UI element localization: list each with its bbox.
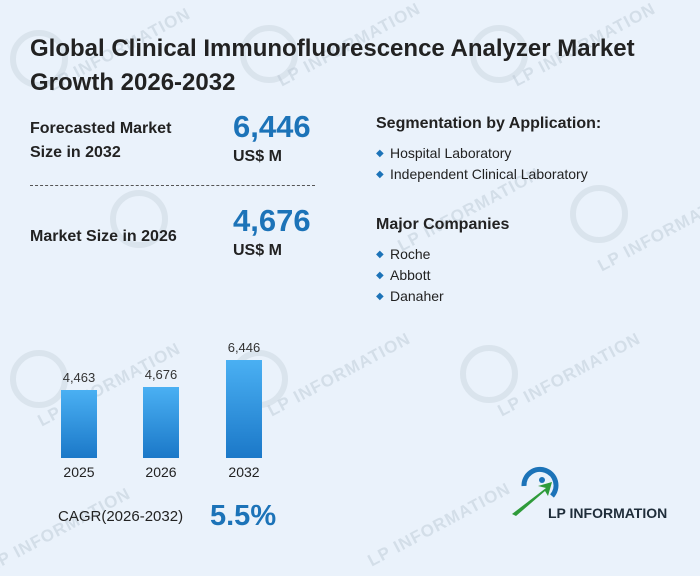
list-item: ◆ Abbott bbox=[376, 265, 444, 286]
segmentation-item: Hospital Laboratory bbox=[390, 145, 512, 161]
current-value: 4,676 bbox=[233, 203, 311, 238]
lp-logo-icon bbox=[512, 466, 559, 516]
current-label: Market Size in 2026 bbox=[30, 228, 177, 245]
watermark-logo bbox=[570, 185, 628, 243]
list-item: ◆ Roche bbox=[376, 244, 444, 265]
bar-value-label: 4,676 bbox=[144, 367, 178, 382]
forecast-value: 6,446 bbox=[233, 109, 311, 144]
watermark-text: LP INFORMATION bbox=[0, 483, 134, 576]
watermark-logo bbox=[10, 30, 68, 88]
company-item: Roche bbox=[390, 246, 431, 262]
brand-name: LP INFORMATION bbox=[548, 505, 668, 521]
list-item: ◆ Independent Clinical Laboratory bbox=[376, 164, 588, 185]
bullet-icon: ◆ bbox=[376, 148, 384, 159]
watermark-logo bbox=[470, 25, 528, 83]
segmentation-item: Independent Clinical Laboratory bbox=[390, 166, 588, 182]
bar-2026 bbox=[143, 387, 179, 458]
forecast-unit: US$ M bbox=[233, 148, 282, 165]
page-title: Global Clinical Immunofluorescence Analy… bbox=[30, 35, 635, 96]
list-item: ◆ Hospital Laboratory bbox=[376, 143, 588, 164]
bar-category-label: 2025 bbox=[63, 464, 95, 480]
bar-value-label: 4,463 bbox=[62, 370, 96, 385]
bar-category-label: 2026 bbox=[145, 464, 177, 480]
forecast-label: Forecasted Market Size in 2032 bbox=[30, 117, 171, 165]
bullet-icon: ◆ bbox=[376, 249, 384, 260]
bullet-icon: ◆ bbox=[376, 291, 384, 302]
list-item: ◆ Danaher bbox=[376, 286, 444, 307]
watermark-text: LP INFORMATION bbox=[364, 478, 514, 571]
watermark-logo bbox=[460, 345, 518, 403]
section-divider bbox=[30, 185, 315, 186]
segmentation-list: ◆ Hospital Laboratory ◆ Independent Clinic… bbox=[376, 143, 588, 185]
bar-2032 bbox=[226, 360, 262, 458]
watermark-logo bbox=[240, 25, 298, 83]
forecast-label-line2: Size in 2032 bbox=[30, 144, 121, 161]
company-item: Danaher bbox=[390, 288, 444, 304]
segmentation-title: Segmentation by Application: bbox=[376, 115, 602, 132]
bar-2025 bbox=[61, 390, 97, 458]
companies-title: Major Companies bbox=[376, 216, 510, 233]
forecast-label-line1: Forecasted Market bbox=[30, 120, 172, 137]
companies-list: ◆ Roche ◆ Abbott ◆ Danaher bbox=[376, 244, 444, 307]
bullet-icon: ◆ bbox=[376, 169, 384, 180]
watermark-logo bbox=[10, 350, 68, 408]
cagr-label: CAGR(2026-2032) bbox=[58, 508, 184, 525]
company-item: Abbott bbox=[390, 267, 431, 283]
bar-category-label: 2032 bbox=[228, 464, 260, 480]
bar-value-label: 6,446 bbox=[227, 340, 261, 355]
cagr-value: 5.5% bbox=[210, 500, 277, 532]
current-unit: US$ M bbox=[233, 242, 282, 259]
watermark-logo bbox=[110, 190, 168, 248]
bullet-icon: ◆ bbox=[376, 270, 384, 281]
